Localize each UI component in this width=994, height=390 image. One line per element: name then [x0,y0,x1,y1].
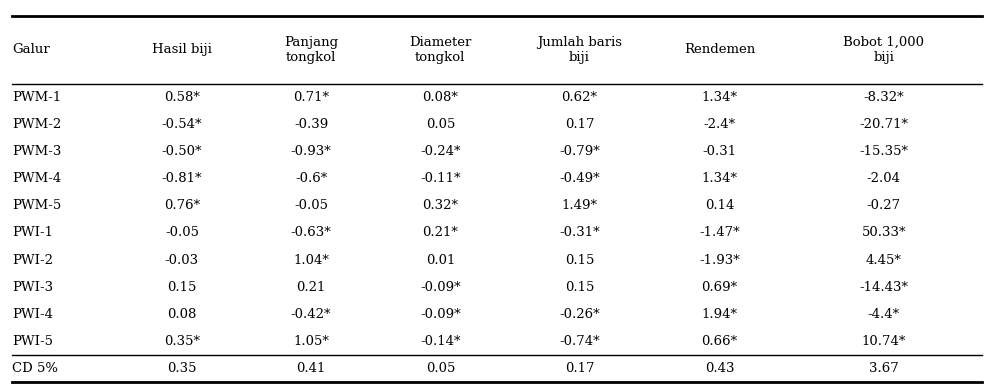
Text: 1.04*: 1.04* [293,254,329,266]
Text: Jumlah baris
biji: Jumlah baris biji [537,36,622,64]
Text: 3.67: 3.67 [869,362,899,375]
Text: 0.17: 0.17 [565,362,594,375]
Text: 0.58*: 0.58* [164,91,200,104]
Text: PWI-1: PWI-1 [12,227,53,239]
Text: -14.43*: -14.43* [859,281,909,294]
Text: -0.74*: -0.74* [560,335,599,348]
Text: -0.31*: -0.31* [560,227,599,239]
Text: PWI-4: PWI-4 [12,308,53,321]
Text: CD 5%: CD 5% [12,362,58,375]
Text: Panjang
tongkol: Panjang tongkol [284,36,338,64]
Text: Diameter
tongkol: Diameter tongkol [410,36,471,64]
Text: -20.71*: -20.71* [859,118,909,131]
Text: 0.32*: 0.32* [422,199,458,212]
Text: Bobot 1,000
biji: Bobot 1,000 biji [843,36,924,64]
Text: 1.34*: 1.34* [702,91,738,104]
Text: -2.4*: -2.4* [704,118,736,131]
Text: PWI-3: PWI-3 [12,281,53,294]
Text: -2.04: -2.04 [867,172,901,185]
Text: 0.71*: 0.71* [293,91,329,104]
Text: 0.35*: 0.35* [164,335,200,348]
Text: -0.05: -0.05 [294,199,328,212]
Text: 1.49*: 1.49* [562,199,597,212]
Text: 50.33*: 50.33* [862,227,906,239]
Text: 0.62*: 0.62* [562,91,597,104]
Text: -0.09*: -0.09* [420,308,460,321]
Text: -1.47*: -1.47* [700,227,740,239]
Text: 0.35: 0.35 [167,362,197,375]
Text: -8.32*: -8.32* [864,91,904,104]
Text: 0.05: 0.05 [425,118,455,131]
Text: Rendemen: Rendemen [684,43,755,56]
Text: -0.24*: -0.24* [420,145,460,158]
Text: -0.09*: -0.09* [420,281,460,294]
Text: PWI-2: PWI-2 [12,254,53,266]
Text: 0.05: 0.05 [425,362,455,375]
Text: -0.05: -0.05 [165,227,199,239]
Text: -0.42*: -0.42* [291,308,331,321]
Text: PWM-2: PWM-2 [12,118,62,131]
Text: Hasil biji: Hasil biji [152,43,212,56]
Text: 4.45*: 4.45* [866,254,902,266]
Text: PWM-4: PWM-4 [12,172,62,185]
Text: -0.49*: -0.49* [560,172,599,185]
Text: -0.63*: -0.63* [291,227,331,239]
Text: -0.39: -0.39 [294,118,328,131]
Text: -1.93*: -1.93* [700,254,740,266]
Text: 0.66*: 0.66* [702,335,738,348]
Text: PWM-3: PWM-3 [12,145,62,158]
Text: -0.81*: -0.81* [162,172,202,185]
Text: PWM-1: PWM-1 [12,91,62,104]
Text: -0.54*: -0.54* [162,118,202,131]
Text: 0.69*: 0.69* [702,281,738,294]
Text: PWM-5: PWM-5 [12,199,62,212]
Text: -0.26*: -0.26* [560,308,599,321]
Text: -0.11*: -0.11* [420,172,460,185]
Text: 0.08*: 0.08* [422,91,458,104]
Text: 0.21*: 0.21* [422,227,458,239]
Text: -0.93*: -0.93* [291,145,331,158]
Text: -0.14*: -0.14* [420,335,460,348]
Text: 0.15: 0.15 [167,281,197,294]
Text: 1.05*: 1.05* [293,335,329,348]
Text: Galur: Galur [12,43,50,56]
Text: 0.43: 0.43 [705,362,735,375]
Text: 0.01: 0.01 [425,254,455,266]
Text: 0.08: 0.08 [167,308,197,321]
Text: 1.34*: 1.34* [702,172,738,185]
Text: 0.14: 0.14 [705,199,735,212]
Text: -0.79*: -0.79* [560,145,599,158]
Text: 0.17: 0.17 [565,118,594,131]
Text: -4.4*: -4.4* [868,308,900,321]
Text: 0.76*: 0.76* [164,199,200,212]
Text: -0.6*: -0.6* [295,172,327,185]
Text: -0.27: -0.27 [867,199,901,212]
Text: PWI-5: PWI-5 [12,335,53,348]
Text: 1.94*: 1.94* [702,308,738,321]
Text: 0.21: 0.21 [296,281,326,294]
Text: 0.15: 0.15 [565,254,594,266]
Text: 0.41: 0.41 [296,362,326,375]
Text: 0.15: 0.15 [565,281,594,294]
Text: -0.50*: -0.50* [162,145,202,158]
Text: 10.74*: 10.74* [862,335,906,348]
Text: -15.35*: -15.35* [859,145,909,158]
Text: -0.31: -0.31 [703,145,737,158]
Text: -0.03: -0.03 [165,254,199,266]
